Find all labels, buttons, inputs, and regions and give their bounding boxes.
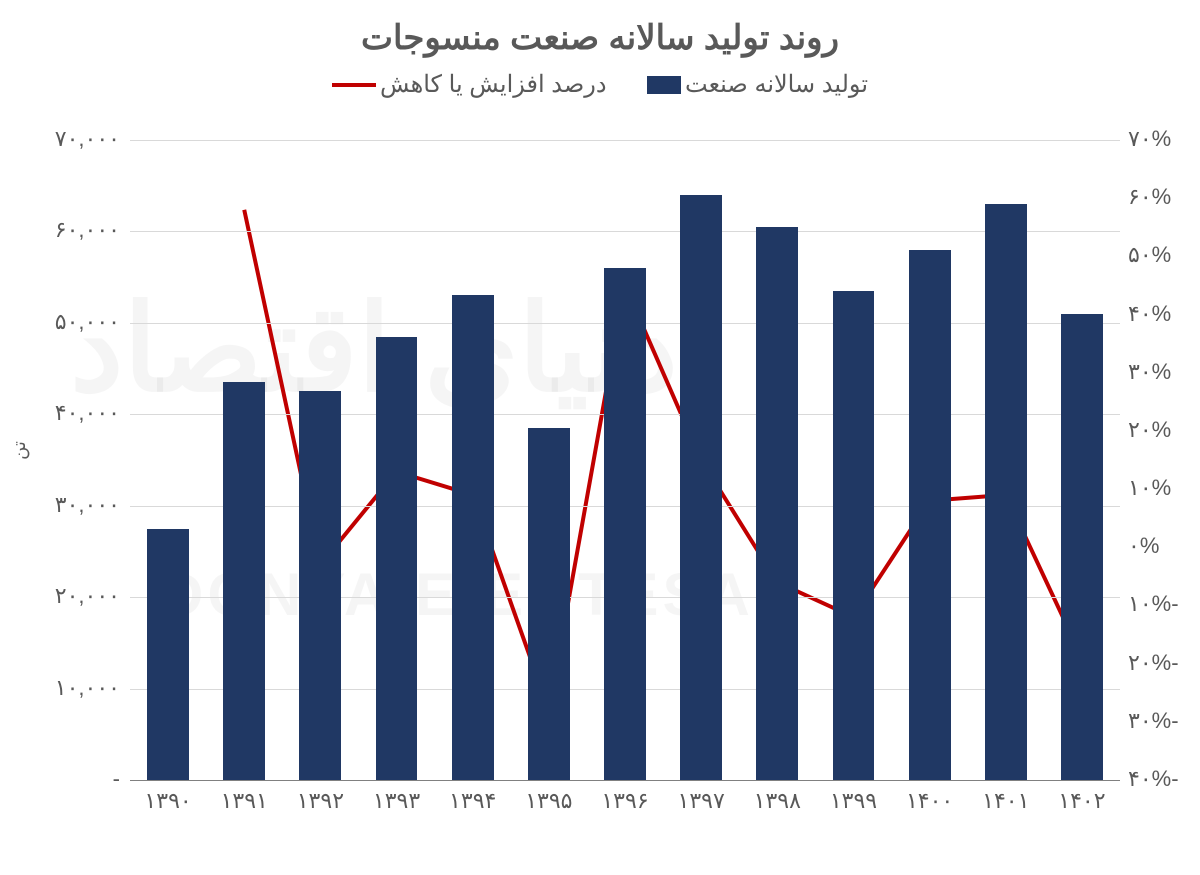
bar	[299, 391, 341, 780]
x-tick-label: ۱۳۹۶	[601, 788, 648, 814]
x-tick-label: ۱۳۹۸	[754, 788, 801, 814]
y-left-tick-label: ۲۰,۰۰۰	[10, 583, 120, 609]
bar	[223, 382, 265, 780]
legend-item-bar: تولید سالانه صنعت	[647, 70, 868, 99]
y-right-tick-label: -۲۰%	[1128, 650, 1198, 676]
bar	[756, 227, 798, 780]
gridline	[130, 140, 1120, 141]
y-right-tick-label: ۶۰%	[1128, 184, 1198, 210]
x-tick-label: ۱۳۹۴	[449, 788, 496, 814]
gridline	[130, 780, 1120, 781]
gridline	[130, 231, 1120, 232]
y-right-tick-label: ۵۰%	[1128, 242, 1198, 268]
y-right-tick-label: -۳۰%	[1128, 708, 1198, 734]
x-tick-label: ۱۳۹۵	[525, 788, 572, 814]
legend-item-line: درصد افزایش یا کاهش	[332, 70, 607, 99]
legend-line-swatch	[332, 83, 376, 87]
bar	[604, 268, 646, 780]
x-tick-label: ۱۳۹۱	[221, 788, 268, 814]
bar	[452, 295, 494, 780]
bar	[1061, 314, 1103, 780]
chart-container: دنیای اقتصاد DONYA-E-EQTESAD روند تولید …	[0, 0, 1200, 875]
y-left-tick-label: ۶۰,۰۰۰	[10, 217, 120, 243]
y-right-tick-label: ۲۰%	[1128, 417, 1198, 443]
y-right-tick-label: ۷۰%	[1128, 126, 1198, 152]
bar	[833, 291, 875, 780]
bar	[985, 204, 1027, 780]
x-tick-label: ۱۳۹۷	[678, 788, 725, 814]
legend-line-label: درصد افزایش یا کاهش	[380, 70, 607, 99]
y-right-tick-label: ۰%	[1128, 533, 1198, 559]
y-right-tick-label: -۱۰%	[1128, 591, 1198, 617]
bar	[528, 428, 570, 780]
x-tick-label: ۱۳۹۳	[373, 788, 420, 814]
x-tick-label: ۱۴۰۲	[1058, 788, 1105, 814]
legend-bar-label: تولید سالانه صنعت	[685, 70, 868, 99]
x-tick-label: ۱۳۹۰	[144, 788, 191, 814]
plot-area	[130, 140, 1120, 780]
y-left-tick-label: -	[10, 766, 120, 792]
bar	[147, 529, 189, 780]
y-right-tick-label: ۴۰%	[1128, 301, 1198, 327]
y-left-tick-label: ۱۰,۰۰۰	[10, 675, 120, 701]
y-right-tick-label: -۴۰%	[1128, 766, 1198, 792]
y-right-tick-label: ۳۰%	[1128, 359, 1198, 385]
y-left-tick-label: ۴۰,۰۰۰	[10, 400, 120, 426]
x-tick-label: ۱۴۰۰	[906, 788, 953, 814]
x-tick-label: ۱۴۰۱	[982, 788, 1029, 814]
bar	[909, 250, 951, 780]
bar	[376, 337, 418, 780]
legend-bar-swatch	[647, 76, 681, 94]
y-left-tick-label: ۳۰,۰۰۰	[10, 492, 120, 518]
x-tick-label: ۱۳۹۹	[830, 788, 877, 814]
y-axis-title: تن	[9, 441, 30, 460]
x-tick-label: ۱۳۹۲	[297, 788, 344, 814]
chart-title: روند تولید سالانه صنعت منسوجات	[0, 18, 1200, 58]
chart-legend: تولید سالانه صنعت درصد افزایش یا کاهش	[0, 70, 1200, 99]
bar	[680, 195, 722, 780]
y-left-tick-label: ۵۰,۰۰۰	[10, 309, 120, 335]
trend-line	[244, 210, 1082, 710]
y-right-tick-label: ۱۰%	[1128, 475, 1198, 501]
y-left-tick-label: ۷۰,۰۰۰	[10, 126, 120, 152]
